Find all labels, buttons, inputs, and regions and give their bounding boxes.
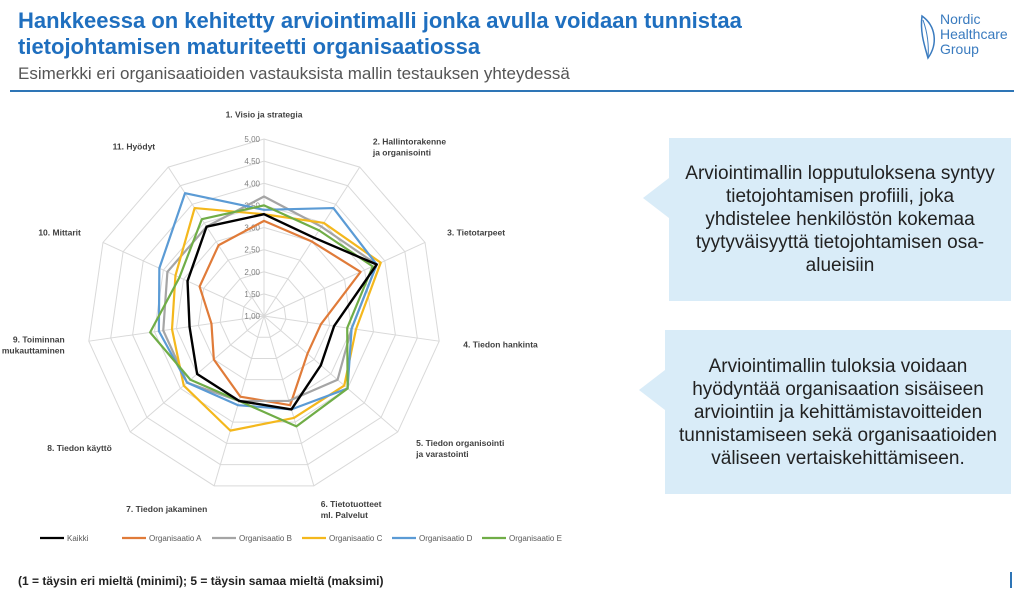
grid-ring [132, 182, 396, 444]
callout-profile-text: Arviointimallin lopputuloksena syntyy ti… [685, 163, 995, 276]
series-line [157, 192, 378, 411]
grid-ring [110, 160, 418, 466]
leaf-icon [920, 14, 935, 60]
tick-label: 5,00 [244, 135, 260, 144]
grid-ring [197, 249, 331, 381]
tick-label: 2,00 [244, 268, 260, 277]
category-label: ja varastointi [415, 449, 468, 459]
grid-ring [241, 293, 287, 338]
scale-footnote: (1 = täysin eri mieltä (minimi); 5 = täy… [18, 574, 384, 588]
header-divider [10, 90, 1014, 92]
category-label: 9. Toiminnan [13, 335, 65, 345]
tick-label: 2,50 [244, 246, 260, 255]
legend-label: Kaikki [67, 534, 89, 543]
legend-label: Organisaatio E [509, 534, 562, 543]
grid-spoke [263, 242, 426, 317]
callout-profile: Arviointimallin lopputuloksena syntyy ti… [643, 138, 1011, 301]
category-label: 4. Tiedon hankinta [463, 340, 538, 350]
grid-ring [153, 204, 375, 423]
grid-spoke [263, 315, 399, 433]
tick-label: 4,50 [244, 157, 260, 166]
category-label: 10. Mittarit [38, 227, 81, 237]
legend-label: Organisaatio A [149, 534, 202, 543]
callout-usage: Arviointimallin tuloksia voidaan hyödynt… [639, 330, 1011, 494]
grid-ring [88, 138, 440, 487]
radar-chart: 1,001,502,002,503,003,504,004,505,001. V… [2, 110, 562, 543]
grid-spoke [102, 242, 265, 317]
tick-label: 1,00 [244, 312, 260, 321]
grid-spoke [167, 166, 265, 317]
category-label: 11. Hyödyt [113, 142, 156, 152]
tick-label: 3,50 [244, 201, 260, 210]
series-line [162, 195, 378, 403]
page-title: Hankkeessa on kehitetty arviointimalli j… [18, 8, 742, 59]
company-logo: Nordic Healthcare Group [918, 12, 1018, 72]
category-label: 8. Tiedon käyttö [47, 443, 112, 453]
category-label: 3. Tietotarpeet [447, 227, 505, 237]
series-line [149, 204, 374, 428]
category-label: mukauttaminen [2, 346, 65, 356]
logo-line-2: Healthcare [940, 26, 1008, 42]
callout-usage-text: Arviointimallin tuloksia voidaan hyödynt… [679, 355, 997, 469]
logo-line-1: Nordic [940, 11, 981, 27]
tick-label: 4,00 [244, 179, 260, 188]
category-label: 7. Tiedon jakaminen [126, 504, 207, 514]
category-label: ml. Palvelut [321, 510, 368, 520]
grid-spoke [88, 315, 265, 342]
category-label: 1. Visio ja strategia [226, 110, 303, 120]
category-label: 6. Tietotuotteet [321, 499, 382, 509]
category-label: 2. Hallintorakenne [373, 137, 446, 147]
page-subtitle: Esimerkki eri organisaatioiden vastauksi… [18, 64, 570, 83]
tick-label: 1,50 [244, 290, 260, 299]
legend-label: Organisaatio D [419, 534, 473, 543]
logo-line-3: Group [940, 41, 979, 57]
legend-label: Organisaatio C [329, 534, 383, 543]
series-line [170, 206, 382, 432]
slide-edge-marker [1010, 572, 1012, 588]
grid-ring [219, 271, 309, 359]
category-label: ja organisointi [372, 148, 431, 158]
series-line [186, 213, 378, 411]
category-label: 5. Tiedon organisointi [416, 438, 504, 448]
legend-label: Organisaatio B [239, 534, 292, 543]
